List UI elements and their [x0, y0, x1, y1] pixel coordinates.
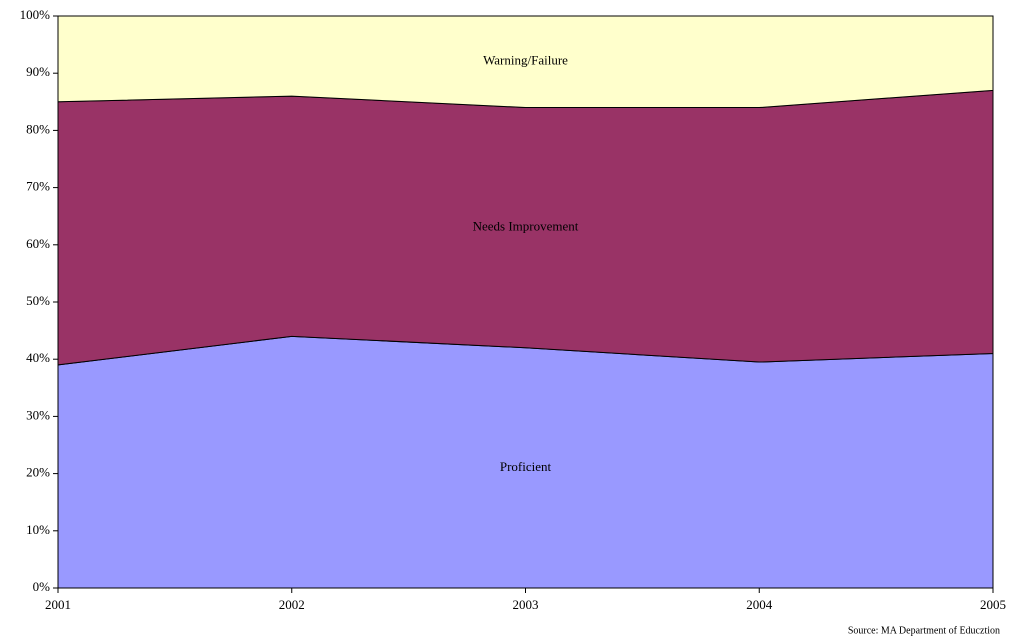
area-label: Needs Improvement	[473, 219, 579, 234]
y-tick-label: 60%	[26, 236, 50, 251]
x-tick-label: 2002	[279, 597, 305, 612]
y-tick-label: 40%	[26, 350, 50, 365]
y-tick-label: 80%	[26, 121, 50, 136]
y-tick-label: 70%	[26, 179, 50, 194]
y-tick-label: 20%	[26, 465, 50, 480]
area-label: Warning/Failure	[483, 53, 568, 68]
y-tick-label: 50%	[26, 293, 50, 308]
y-tick-label: 100%	[20, 7, 51, 22]
area-label: Proficient	[500, 459, 552, 474]
source-note: Source: MA Department of Educztion	[848, 625, 1000, 636]
x-tick-label: 2003	[513, 597, 539, 612]
y-tick-label: 90%	[26, 64, 50, 79]
x-tick-label: 2004	[746, 597, 773, 612]
y-tick-label: 0%	[33, 579, 51, 594]
x-tick-label: 2005	[980, 597, 1006, 612]
y-tick-label: 30%	[26, 407, 50, 422]
y-tick-label: 10%	[26, 522, 50, 537]
x-tick-label: 2001	[45, 597, 71, 612]
